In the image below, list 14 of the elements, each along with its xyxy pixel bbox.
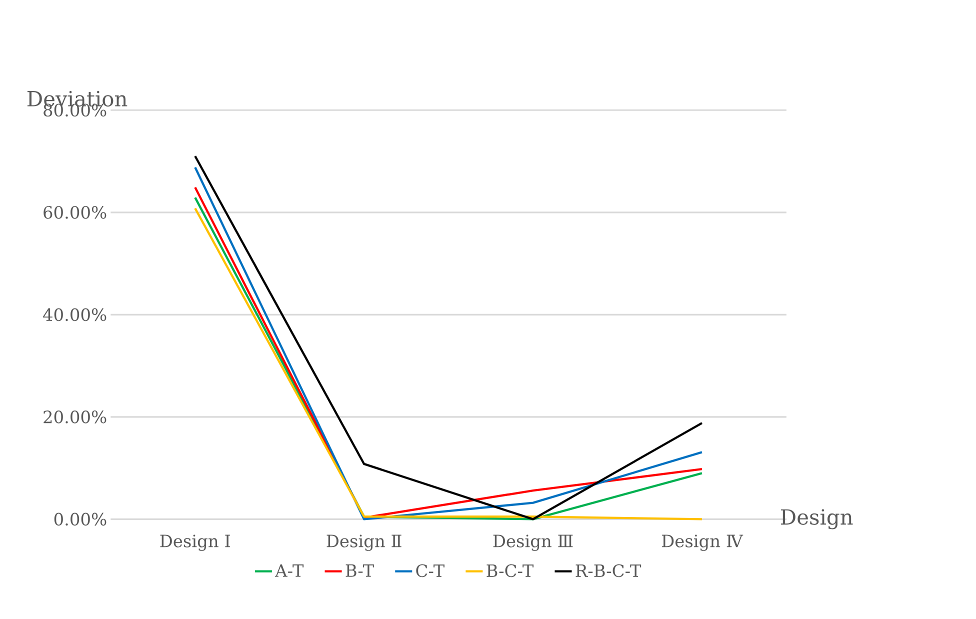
y-tick-label: 20.00% <box>44 410 106 424</box>
x-tick-label: Design Ⅳ <box>662 534 744 552</box>
x-tick-label: Design Ⅱ <box>326 534 402 552</box>
x-tick-label: Design Ⅰ <box>160 534 230 552</box>
x-tick-label: Design Ⅲ <box>493 534 573 552</box>
x-axis-title: Design <box>780 509 853 530</box>
legend-label: R-B-C-T <box>576 564 642 578</box>
legend-label: B-T <box>346 564 374 578</box>
legend-label: B-C-T <box>486 564 534 578</box>
y-tick-label: 60.00% <box>44 206 106 220</box>
y-tick-label: 40.00% <box>43 308 106 322</box>
legend-label: A-T <box>274 564 304 578</box>
legend-label: C-T <box>416 564 444 578</box>
y-tick-label: 0.00% <box>54 513 106 526</box>
